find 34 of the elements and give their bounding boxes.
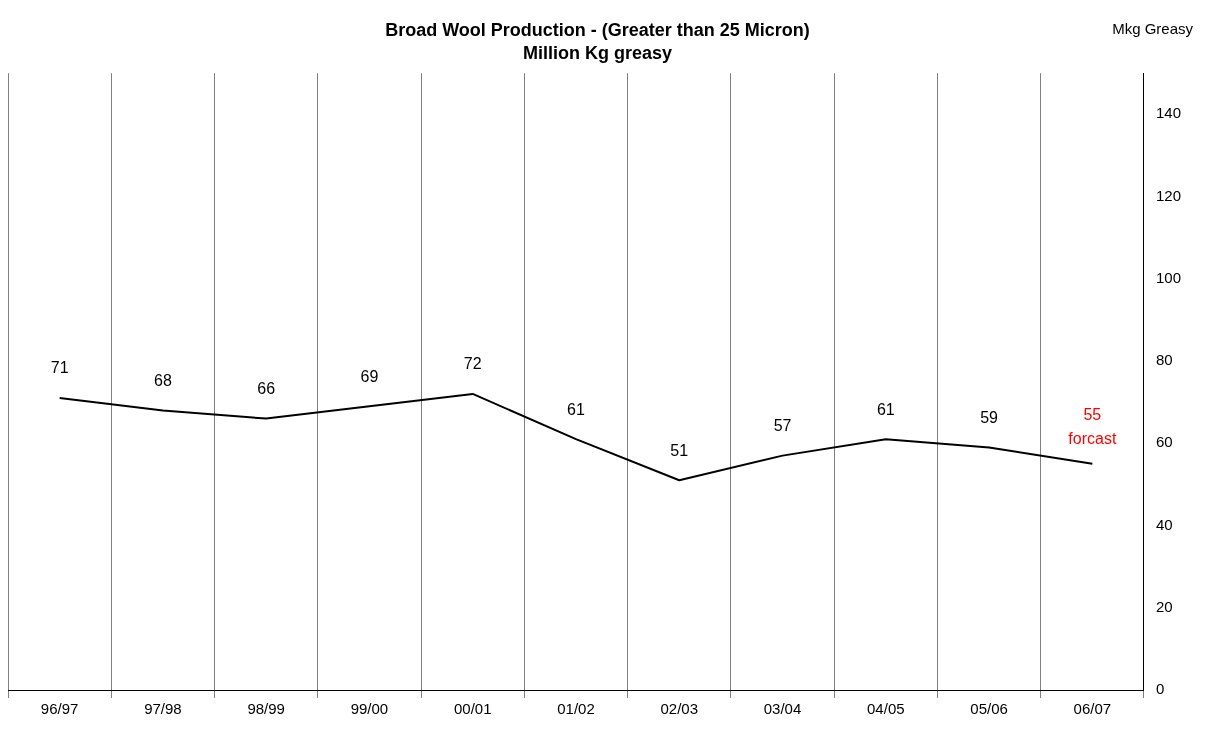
y-tick-label: 140 (1155, 104, 1181, 122)
data-label: 57 (773, 417, 792, 435)
x-tick-label: 96/97 (40, 700, 79, 718)
y-tick-label: 40 (1155, 515, 1173, 533)
chart-title: Broad Wool Production - (Greater than 25 Micron) (385, 19, 810, 40)
x-tick-label: 04/05 (867, 700, 905, 718)
x-tick-label: 01/02 (557, 700, 595, 718)
x-tick-label: 99/00 (350, 700, 389, 718)
x-tick-label: 97/98 (144, 700, 182, 718)
y-tick-label: 20 (1155, 597, 1173, 615)
x-tick-label: 00/01 (453, 700, 492, 718)
y-tick-label: 0 (1155, 680, 1165, 698)
chart-subtitle: Million Kg greasy (522, 43, 673, 64)
y-tick-label: 80 (1155, 351, 1173, 369)
y-axis-title: Mkg Greasy (1112, 20, 1194, 38)
x-tick-label: 03/04 (763, 700, 802, 718)
data-label: 59 (980, 408, 999, 426)
annotation: forcast (1068, 430, 1117, 448)
x-tick-label: 05/06 (970, 700, 1008, 718)
data-label: 66 (257, 380, 276, 398)
data-label: 69 (360, 367, 379, 385)
data-label: 55 (1083, 406, 1102, 424)
y-tick-label: 120 (1155, 186, 1181, 204)
x-tick-label: 98/99 (247, 700, 285, 718)
data-label: 72 (463, 355, 482, 373)
data-label: 61 (567, 400, 585, 418)
data-label: 61 (876, 400, 895, 418)
data-label: 68 (154, 371, 172, 389)
y-tick-label: 100 (1155, 268, 1181, 286)
data-label: 51 (670, 441, 689, 459)
x-tick-label: 06/07 (1073, 700, 1112, 718)
y-tick-label: 60 (1155, 433, 1173, 451)
x-tick-label: 02/03 (660, 700, 699, 718)
data-label: 71 (50, 359, 69, 377)
